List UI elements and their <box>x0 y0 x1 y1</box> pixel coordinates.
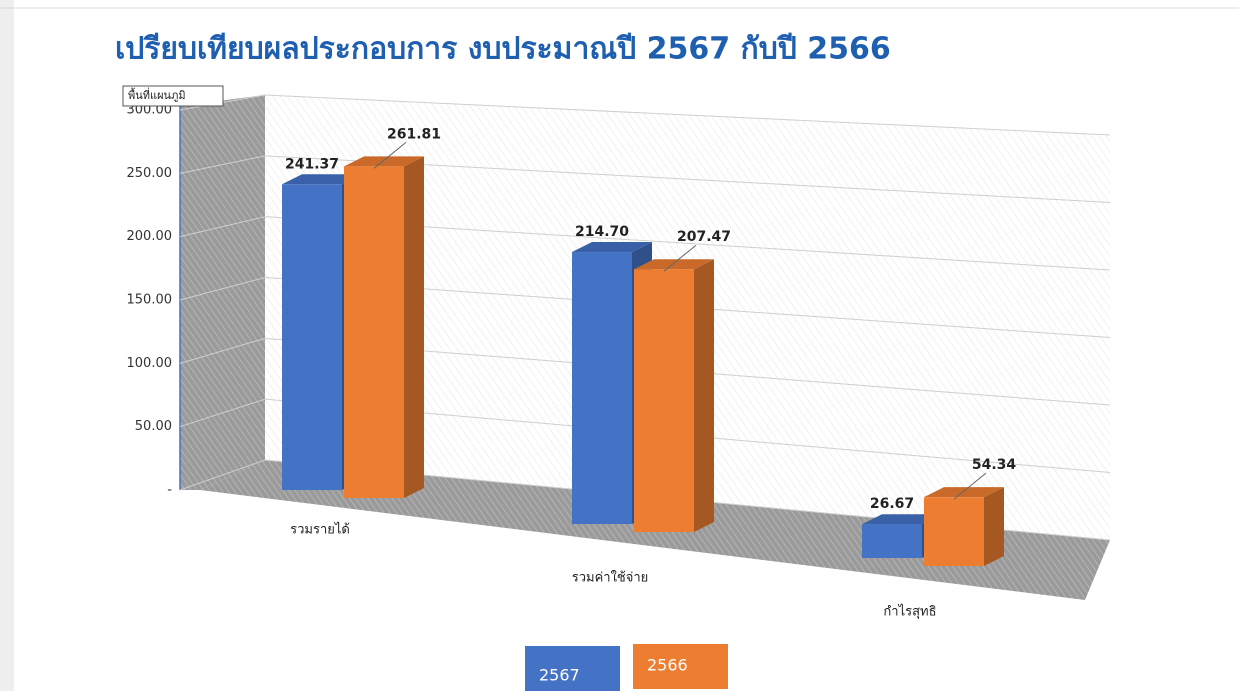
value-label: 261.81 <box>387 126 441 142</box>
grid-line <box>179 155 1111 203</box>
bar-top <box>924 487 1004 498</box>
tooltip-box <box>122 85 224 107</box>
value-label: 26.67 <box>870 496 914 512</box>
bar-side <box>694 259 714 532</box>
legend-label: 2567 <box>539 666 580 685</box>
leader-line <box>953 472 987 500</box>
x-tick-label: รวมรายได้ <box>290 522 350 538</box>
value-label: 54.34 <box>972 457 1017 473</box>
y-tick-label: 200.00 <box>127 229 173 244</box>
leader-line <box>373 141 407 169</box>
legend-label: 2566 <box>647 656 688 675</box>
bar-top <box>282 174 362 185</box>
bar-top <box>862 514 942 525</box>
bar-side <box>984 487 1004 566</box>
grid-line <box>179 276 1111 338</box>
legend-swatch <box>633 644 728 689</box>
legend-swatch <box>525 646 620 691</box>
side-wall <box>180 95 265 490</box>
y-tick-label: 250.00 <box>127 166 173 181</box>
value-label: 207.47 <box>677 229 731 245</box>
y-tick-label: 150.00 <box>127 293 173 308</box>
value-label: 241.37 <box>285 156 339 172</box>
chart-title: เปรียบเทียบผลประกอบการ งบประมาณปี 2567 ก… <box>115 32 891 67</box>
left-strip <box>0 0 14 691</box>
bar <box>344 166 404 498</box>
tooltip: พื้นที่แผนภูมิ <box>128 87 186 102</box>
grid-line <box>179 398 1111 473</box>
bar <box>634 269 694 532</box>
x-tick-label: กำไรสุทธิ <box>883 604 936 620</box>
y-tick-label: 100.00 <box>127 356 173 371</box>
grid-line <box>179 216 1111 271</box>
bar-side <box>404 156 424 498</box>
bar-top <box>634 259 714 270</box>
bar <box>282 184 342 491</box>
y-tick-label: 50.00 <box>135 419 172 434</box>
bar <box>924 497 984 566</box>
bar-top <box>572 242 652 253</box>
bar-top <box>344 156 424 167</box>
bar <box>862 524 922 558</box>
value-label: 214.70 <box>575 224 629 240</box>
x-tick-label: รวมค่าใช้จ่าย <box>572 570 649 586</box>
bar <box>572 252 632 524</box>
leader-line <box>663 244 697 272</box>
grid-line <box>179 459 1111 541</box>
y-tick-label: - <box>167 483 172 498</box>
grid-line <box>179 337 1111 406</box>
